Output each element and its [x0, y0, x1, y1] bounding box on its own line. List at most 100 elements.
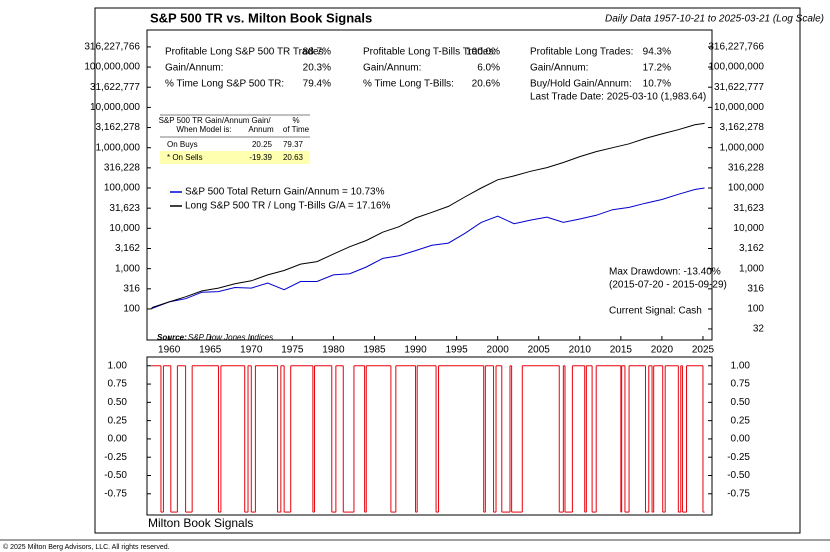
- y2-tick-label: 1.00: [731, 360, 751, 371]
- y-tick-label: 0.75: [108, 379, 128, 390]
- y2-tick-label: 316: [747, 283, 764, 294]
- last-trade: Last Trade Date: 2025-03-10 (1,983.64): [530, 92, 706, 103]
- y-tick-label: -0.75: [104, 488, 127, 499]
- y2-tick-label: 31,622,777: [714, 82, 764, 93]
- y2-tick-label: -0.50: [727, 470, 750, 481]
- y2-tick-label: 3,162: [739, 243, 764, 254]
- x-tick-label: 2015: [610, 345, 633, 356]
- y-tick-label: 100: [123, 304, 140, 315]
- y-tick-label: 3,162: [115, 243, 140, 254]
- stat-value: 20.6%: [472, 79, 500, 90]
- annotation: (2015-07-20 - 2015-09-29): [609, 280, 727, 291]
- y2-tick-label: 3,162,278: [720, 122, 765, 133]
- y-tick-label: 10,000,000: [90, 102, 140, 113]
- table-header: S&P 500 TR Gain/Annum: [159, 116, 250, 125]
- stat-label: Gain/Annum:: [363, 63, 421, 74]
- y-tick-label: 316,228: [104, 162, 141, 173]
- y-tick-label: 1,000,000: [96, 142, 141, 153]
- stat-label: Profitable Long S&P 500 TR Trades:: [165, 47, 326, 58]
- footer: © 2025 Milton Berg Advisors, LLC. All ri…: [3, 543, 170, 551]
- stat-value: 20.3%: [303, 63, 331, 74]
- x-tick-label: 2025: [692, 345, 715, 356]
- y-tick-label: -0.50: [104, 470, 127, 481]
- y2-tick-label: -0.75: [727, 488, 750, 499]
- annotation: Max Drawdown: -13.40%: [609, 267, 721, 278]
- x-tick-label: 1965: [199, 345, 222, 356]
- x-tick-label: 2020: [651, 345, 674, 356]
- table-cell: 20.25: [252, 140, 273, 149]
- stat-value: 79.4%: [303, 79, 331, 90]
- y-tick-label: 1.00: [108, 360, 128, 371]
- table-cell: 79.37: [283, 140, 304, 149]
- top-panel-frame: [146, 29, 713, 341]
- y2-tick-label: 0.75: [731, 379, 751, 390]
- stat-label: Profitable Long Trades:: [530, 47, 633, 58]
- y2-tick-label: 0.00: [731, 434, 751, 445]
- x-tick-label: 2010: [569, 345, 592, 356]
- x-tick-label: 1960: [158, 345, 181, 356]
- series-line: [150, 187, 705, 310]
- y2-tick-label: 32: [753, 324, 765, 335]
- y-tick-label: 0.00: [108, 434, 128, 445]
- stat-label: Gain/Annum:: [530, 63, 588, 74]
- highlight-row: [160, 151, 310, 164]
- table-header: of Time: [283, 125, 310, 134]
- chart-title: S&P 500 TR vs. Milton Book Signals: [150, 10, 372, 25]
- y-tick-label: 31,622,777: [90, 82, 140, 93]
- y2-tick-label: -0.25: [727, 452, 750, 463]
- y2-tick-label: 100: [747, 304, 764, 315]
- legend-label: S&P 500 Total Return Gain/Annum = 10.73%: [185, 187, 385, 198]
- y-tick-label: 3,162,278: [96, 122, 141, 133]
- table-header: When Model is:: [176, 125, 231, 134]
- y-tick-label: 100,000: [104, 183, 141, 194]
- x-tick-label: 1975: [281, 345, 304, 356]
- y-tick-label: 1,000: [115, 263, 140, 274]
- table-cell: On Buys: [167, 140, 198, 149]
- table-cell: * On Sells: [167, 153, 203, 162]
- stat-label: % Time Long S&P 500 TR:: [165, 79, 284, 90]
- bottom-panel-frame: [146, 356, 713, 516]
- stat-value: 88.7%: [303, 47, 331, 58]
- stat-label: % Time Long T-Bills:: [363, 79, 454, 90]
- x-tick-label: 1980: [322, 345, 345, 356]
- legend-label: Long S&P 500 TR / Long T-Bills G/A = 17.…: [185, 201, 391, 212]
- x-tick-label: 2005: [528, 345, 551, 356]
- stat-label: Profitable Long T-Bills Trades:: [363, 47, 496, 58]
- stat-value: 100.0%: [466, 47, 500, 58]
- source-label: Source:: [157, 333, 187, 342]
- y2-tick-label: 10,000,000: [714, 102, 764, 113]
- y-tick-label: 0.50: [108, 397, 128, 408]
- series-line: [150, 122, 705, 310]
- x-tick-label: 1990: [404, 345, 427, 356]
- stat-value: 94.3%: [643, 47, 671, 58]
- x-tick-label: 1995: [445, 345, 468, 356]
- bottom-title: Milton Book Signals: [148, 516, 253, 530]
- y2-tick-label: 1,000,000: [720, 142, 765, 153]
- stat-value: 10.7%: [643, 79, 671, 90]
- y-tick-label: 316: [123, 283, 140, 294]
- annotation: Current Signal: Cash: [609, 306, 702, 317]
- y2-tick-label: 31,623: [733, 203, 764, 214]
- y-tick-label: 316,227,766: [84, 42, 140, 53]
- y-tick-label: -0.25: [104, 452, 127, 463]
- y-tick-label: 0.25: [108, 415, 128, 426]
- stat-value: 17.2%: [643, 63, 671, 74]
- y2-tick-label: 316,228: [728, 162, 765, 173]
- table-header: %: [292, 116, 299, 125]
- stat-label: Gain/Annum:: [165, 63, 223, 74]
- y2-tick-label: 0.50: [731, 397, 751, 408]
- table-header: Annum: [248, 125, 274, 134]
- y2-tick-label: 1,000: [739, 263, 764, 274]
- source: S&P Dow Jones Indices: [188, 333, 273, 342]
- y2-tick-label: 100,000: [728, 183, 765, 194]
- y2-tick-label: 100,000,000: [708, 62, 764, 73]
- chart-subtitle: Daily Data 1957-10-21 to 2025-03-21 (Log…: [605, 14, 824, 25]
- stat-label: Buy/Hold Gain/Annum:: [530, 79, 632, 90]
- table-header: Gain/: [251, 116, 271, 125]
- y-tick-label: 10,000: [109, 223, 140, 234]
- outer-frame: [94, 7, 801, 534]
- x-tick-label: 1970: [240, 345, 263, 356]
- y2-tick-label: 0.25: [731, 415, 751, 426]
- x-tick-label: 2000: [487, 345, 510, 356]
